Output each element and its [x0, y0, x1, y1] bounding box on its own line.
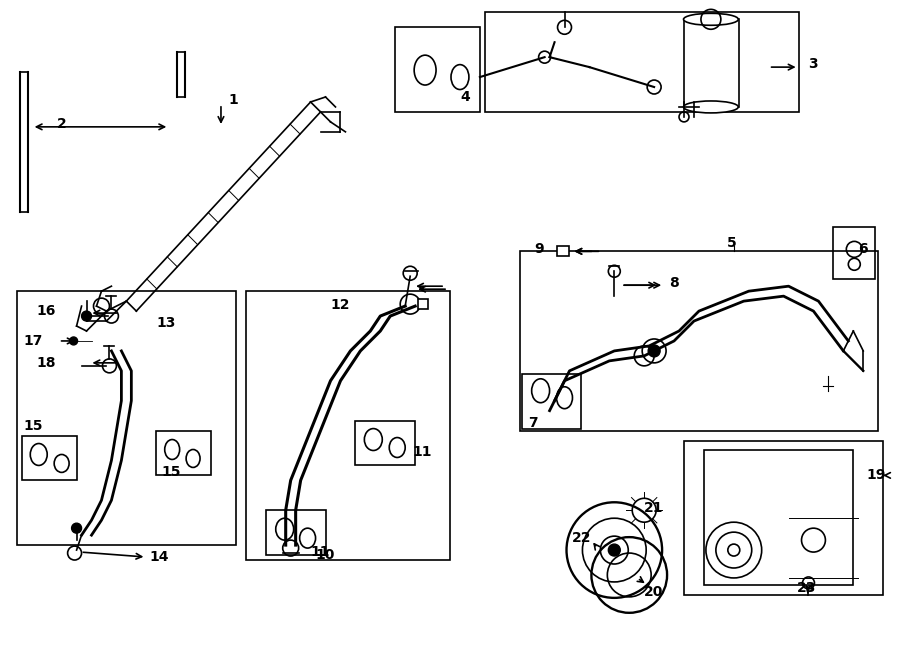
- Text: 8: 8: [669, 276, 679, 290]
- Text: 10: 10: [316, 548, 335, 562]
- Text: 11: 11: [310, 545, 330, 559]
- Ellipse shape: [54, 455, 69, 473]
- Text: 19: 19: [867, 469, 886, 483]
- Bar: [519, 251, 878, 430]
- Text: 4: 4: [460, 90, 470, 104]
- Ellipse shape: [165, 440, 180, 459]
- Text: 3: 3: [808, 57, 818, 71]
- Text: 6: 6: [859, 243, 868, 256]
- Ellipse shape: [186, 449, 200, 467]
- Text: 17: 17: [23, 334, 43, 348]
- Text: 15: 15: [23, 418, 43, 432]
- Text: 1: 1: [229, 93, 238, 107]
- Ellipse shape: [275, 518, 293, 540]
- Ellipse shape: [532, 379, 550, 403]
- Bar: [684, 440, 883, 595]
- Bar: [833, 227, 875, 279]
- Bar: [266, 510, 326, 555]
- Circle shape: [82, 311, 92, 321]
- Text: 9: 9: [535, 243, 544, 256]
- Ellipse shape: [683, 101, 738, 113]
- Text: 12: 12: [330, 298, 350, 312]
- Ellipse shape: [451, 65, 469, 89]
- Bar: [157, 430, 211, 475]
- Bar: [704, 451, 853, 585]
- Text: 11: 11: [412, 446, 432, 459]
- Text: 2: 2: [57, 117, 67, 131]
- Text: 14: 14: [149, 550, 169, 564]
- Text: 7: 7: [527, 416, 537, 430]
- Text: 15: 15: [161, 465, 181, 479]
- Ellipse shape: [300, 528, 316, 548]
- Text: 22: 22: [572, 531, 591, 545]
- Text: 23: 23: [796, 581, 816, 595]
- Circle shape: [648, 345, 660, 357]
- Bar: [356, 420, 415, 465]
- Bar: [556, 247, 570, 256]
- Bar: [246, 291, 450, 560]
- Ellipse shape: [31, 444, 47, 465]
- Text: 5: 5: [727, 237, 736, 251]
- Bar: [684, 19, 739, 107]
- Bar: [522, 374, 581, 428]
- Text: 18: 18: [37, 356, 56, 370]
- Text: 13: 13: [157, 316, 176, 330]
- Text: 20: 20: [644, 585, 663, 599]
- Bar: [395, 27, 480, 112]
- Circle shape: [72, 524, 82, 533]
- Bar: [17, 291, 236, 545]
- Bar: [418, 299, 428, 309]
- Ellipse shape: [556, 387, 572, 408]
- Text: 21: 21: [644, 501, 663, 516]
- Text: 16: 16: [37, 304, 56, 318]
- Ellipse shape: [683, 13, 738, 25]
- Ellipse shape: [414, 55, 436, 85]
- Circle shape: [69, 337, 77, 345]
- Bar: [22, 436, 76, 481]
- Circle shape: [608, 544, 620, 556]
- Bar: [485, 13, 798, 112]
- Ellipse shape: [390, 438, 405, 457]
- Ellipse shape: [364, 428, 382, 451]
